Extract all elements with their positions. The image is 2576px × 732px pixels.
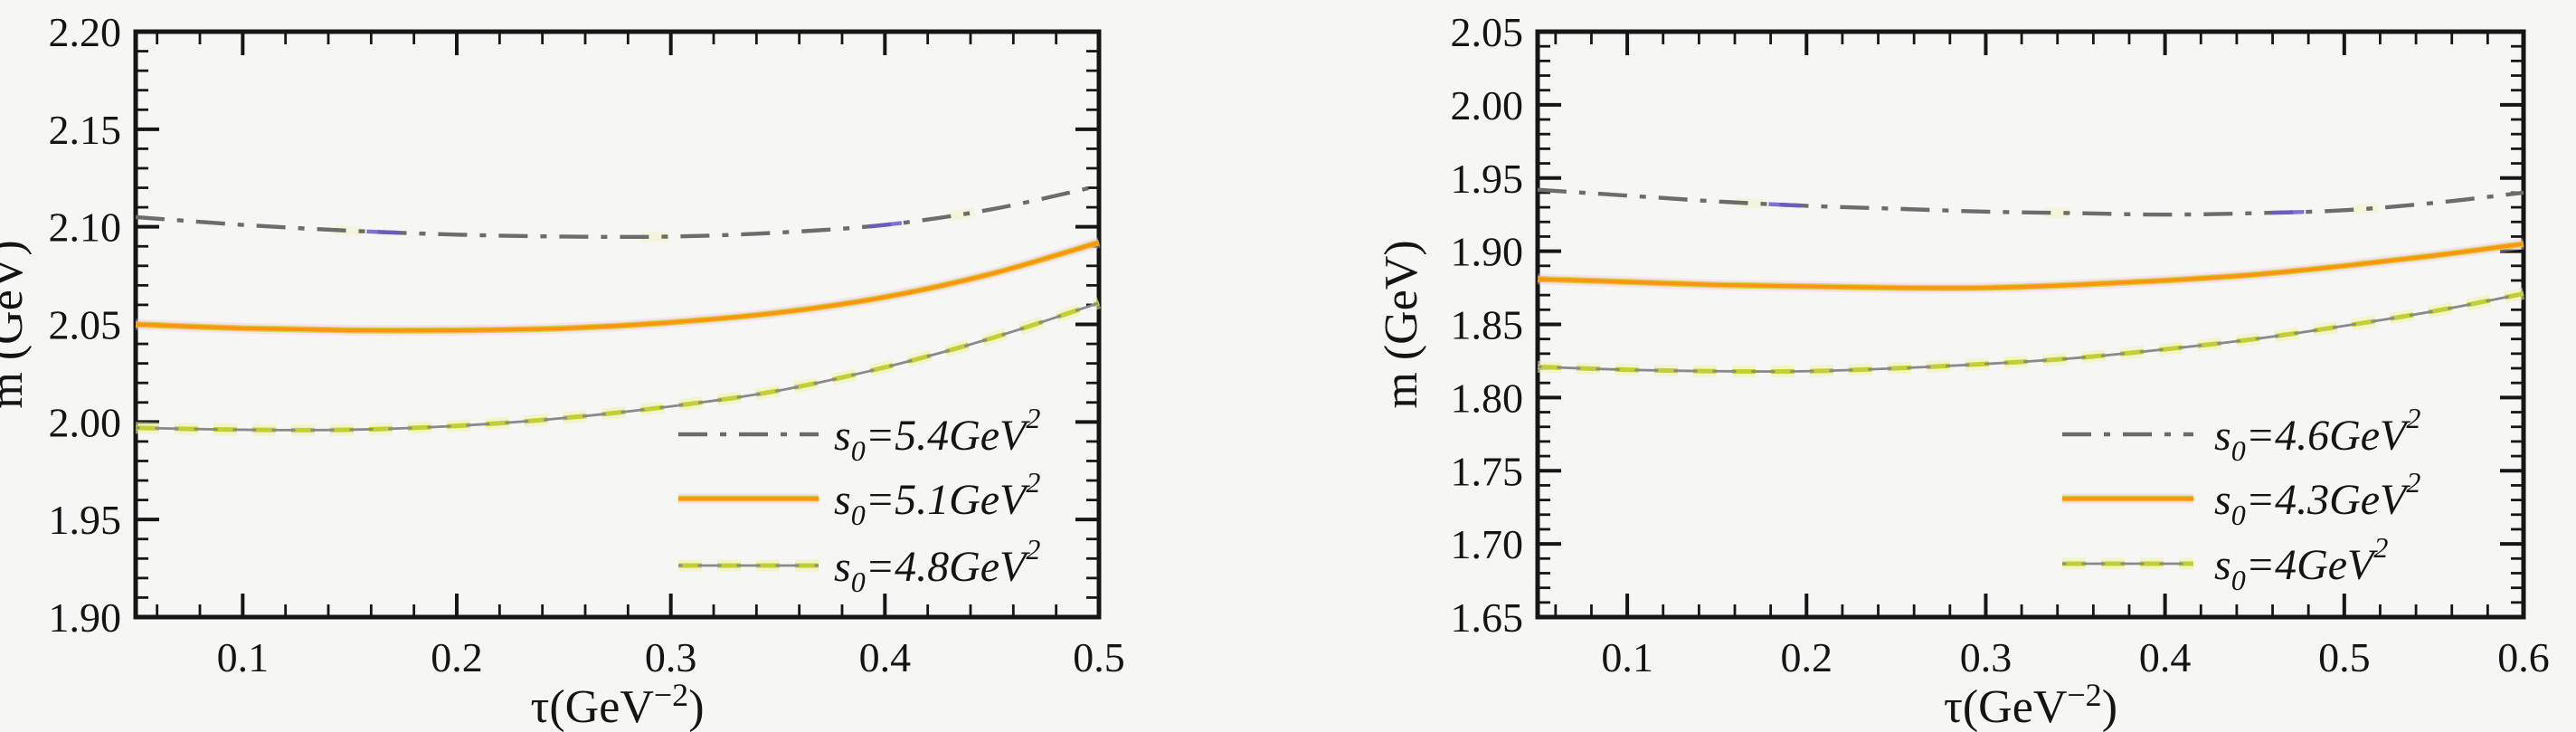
left-plot-curve-2 [135,297,1102,436]
left-plot: 0.1 0.2 0.3 0.4 0.5 1.90 1.95 2.00 2.05 2.10 2.15 2… [0,9,1125,732]
left-plot-legend-label-2: s0=4.8GeV2 [834,533,1040,598]
left-plot-curve-2-layer-2 [135,301,1100,432]
left-plot-curve-0-layer-0 [135,181,1101,242]
left-plot-y-tick-label: 2.05 [49,302,122,348]
right-plot-curve-2 [1537,288,2525,378]
left-plot-curve-0 [135,181,1101,242]
left-plot-x-tick-label: 0.4 [859,634,912,680]
left-plot-x-tick-label: 0.1 [217,634,270,680]
right-plot-x-tick-label: 0.1 [1601,634,1653,680]
right-plot-x-tick-label: 0.2 [1781,634,1833,680]
right-plot-curve-1 [1537,238,2524,294]
right-plot-legend-label-0: s0=4.6GeV2 [2214,402,2420,467]
right-plot-y-tick-label: 1.95 [1451,156,1524,202]
right-plot-x-axis-title: τ(GeV−2) [1944,677,2117,732]
left-plot-legend-item-1: s0=5.1GeV2 [678,466,1040,531]
right-plot-x-tick-label: 0.5 [2318,634,2371,680]
left-plot-y-tick-label: 1.95 [49,497,122,543]
left-plot-y-tick-label: 2.00 [49,399,122,445]
left-plot-curve-1-layer-0 [135,237,1101,337]
right-plot-ticks [1538,30,2525,619]
right-plot-y-tick-label: 1.65 [1451,594,1524,641]
left-plot-legend-item-2: s0=4.8GeV2 [678,533,1040,598]
right-plot-x-tick-label: 0.4 [2139,634,2192,680]
right-plot-curve-1-layer-2 [1537,242,2524,290]
right-plot-curve-2-layer-2 [1537,292,2524,373]
right-plot: 0.1 0.2 0.3 0.4 0.5 0.6 1.65 1.70 1.75 1.80 1.85 1.… [1376,9,2550,732]
left-plot-curve-1-layer-2 [135,240,1100,333]
right-plot-curve-0-layer-1 [1537,187,2524,217]
right-plot-curve-0 [1537,185,2524,220]
left-plot-legend-label-0: s0=5.4GeV2 [834,402,1040,467]
right-plot-legend-item-1: s0=4.3GeV2 [2062,466,2420,531]
left-plot-x-tick-label: 0.3 [645,634,697,680]
right-plot-legend-item-2: s0=4GeV2 [2062,531,2388,596]
right-plot-legend-label-1: s0=4.3GeV2 [2214,466,2420,531]
left-plot-y-tick-label: 1.90 [49,594,122,641]
left-plot-legend-item-0: s0=5.4GeV2 [678,402,1040,467]
right-plot-y-tick-label: 2.00 [1451,82,1524,128]
left-plot-y-tick-label: 2.20 [49,9,122,55]
left-plot-x-axis-title: τ(GeV−2) [530,677,704,732]
left-plot-x-tick-label: 0.2 [431,634,483,680]
right-plot-y-tick-label: 1.85 [1451,302,1524,348]
right-plot-y-tick-label: 1.90 [1451,229,1524,275]
right-plot-y-tick-label: 2.05 [1451,9,1524,55]
left-plot-y-tick-label: 2.15 [49,107,122,153]
left-plot-legend-label-1: s0=5.1GeV2 [834,466,1040,531]
left-plot-ticks [136,30,1101,619]
right-plot-y-tick-label: 1.70 [1451,521,1524,567]
right-plot-legend-label-2: s0=4GeV2 [2214,531,2388,596]
right-plot-y-tick-label: 1.80 [1451,375,1524,421]
right-plot-curve-2-layer-0 [1537,288,2525,378]
left-plot-x-tick-label: 0.5 [1073,634,1125,680]
right-plot-curve-2-layer-1 [1537,291,2524,375]
right-plot-y-tick-label: 1.75 [1451,448,1524,494]
left-plot-y-tick-label: 2.10 [49,204,122,251]
left-plot-curve-1 [135,237,1101,337]
left-plot-y-axis-title: m (GeV) [0,240,33,408]
right-plot-x-tick-label: 0.3 [1960,634,2012,680]
right-plot-y-axis-title: m (GeV) [1376,240,1427,408]
right-plot-legend-item-0: s0=4.6GeV2 [2062,402,2420,467]
right-plot-x-tick-label: 0.6 [2497,634,2550,680]
left-plot-curve-0-layer-1 [135,184,1100,240]
